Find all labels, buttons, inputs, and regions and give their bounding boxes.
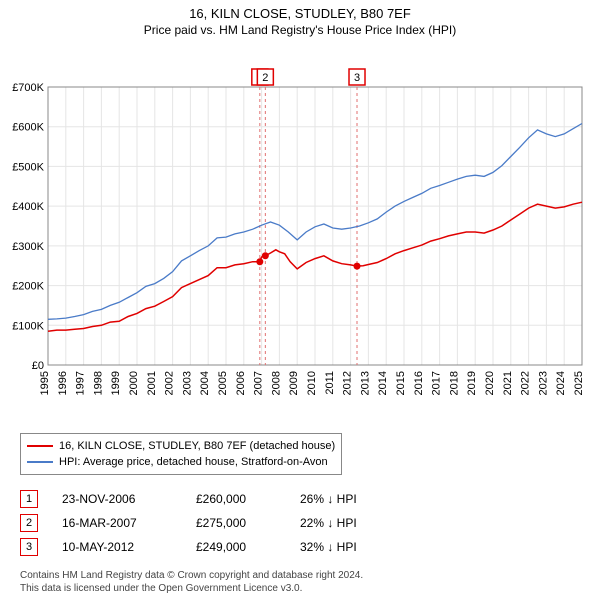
legend-row: HPI: Average price, detached house, Stra… (27, 454, 335, 470)
x-tick-label: 2003 (181, 371, 193, 395)
sale-hpi-diff: 26% ↓ HPI (300, 492, 357, 506)
x-tick-label: 2012 (342, 371, 354, 395)
x-tick-label: 2002 (164, 371, 176, 395)
x-tick-label: 2008 (270, 371, 282, 395)
y-tick-label: £0 (32, 360, 44, 372)
x-tick-label: 2010 (306, 371, 318, 395)
x-tick-label: 2014 (377, 371, 389, 395)
x-tick-label: 2009 (288, 371, 300, 395)
legend-box: 16, KILN CLOSE, STUDLEY, B80 7EF (detach… (20, 433, 342, 475)
attribution-footer: Contains HM Land Registry data © Crown c… (0, 561, 600, 605)
sale-date: 10-MAY-2012 (62, 540, 172, 554)
sale-marker-point (354, 263, 361, 270)
legend-label: HPI: Average price, detached house, Stra… (59, 454, 328, 470)
x-tick-label: 2020 (484, 371, 496, 395)
x-tick-label: 2011 (324, 371, 336, 395)
y-tick-label: £100K (12, 320, 44, 332)
x-tick-label: 2007 (253, 371, 265, 395)
x-tick-label: 2024 (555, 371, 567, 395)
footer-line: Contains HM Land Registry data © Crown c… (20, 569, 580, 582)
sale-date: 23-NOV-2006 (62, 492, 172, 506)
footer-line: This data is licensed under the Open Gov… (20, 582, 580, 595)
legend-row: 16, KILN CLOSE, STUDLEY, B80 7EF (detach… (27, 438, 335, 454)
x-tick-label: 2015 (395, 371, 407, 395)
x-tick-label: 2025 (573, 371, 585, 395)
sale-row: 3 10-MAY-2012 £249,000 32% ↓ HPI (20, 535, 580, 559)
sale-marker-point (262, 252, 269, 259)
y-tick-label: £700K (12, 82, 44, 94)
chart-subtitle: Price paid vs. HM Land Registry's House … (0, 23, 600, 37)
sale-date: 16-MAR-2007 (62, 516, 172, 530)
sale-row-marker: 3 (20, 538, 38, 556)
legend: 16, KILN CLOSE, STUDLEY, B80 7EF (detach… (0, 429, 600, 481)
sale-marker-point (256, 258, 263, 265)
x-tick-label: 2021 (502, 371, 514, 395)
x-tick-label: 2005 (217, 371, 229, 395)
x-tick-label: 1999 (110, 371, 122, 395)
sales-table: 1 23-NOV-2006 £260,000 26% ↓ HPI 2 16-MAR-200… (0, 481, 600, 561)
sale-row-marker: 1 (20, 490, 38, 508)
x-tick-label: 1997 (75, 371, 87, 395)
legend-swatch (27, 461, 53, 463)
x-tick-label: 2013 (359, 371, 371, 395)
legend-swatch (27, 445, 53, 447)
y-tick-label: £500K (12, 161, 44, 173)
sale-marker-number: 3 (354, 72, 360, 84)
chart-svg: £0 £100K £200K £300K £400K £500K £600K £700K 199… (0, 39, 600, 429)
sale-price: £260,000 (196, 492, 276, 506)
x-tick-label: 2006 (235, 371, 247, 395)
legend-label: 16, KILN CLOSE, STUDLEY, B80 7EF (detach… (59, 438, 335, 454)
x-tick-label: 2004 (199, 371, 211, 395)
chart-area: £0 £100K £200K £300K £400K £500K £600K £700K 199… (0, 39, 600, 429)
page: 16, KILN CLOSE, STUDLEY, B80 7EF Price p… (0, 0, 600, 605)
x-tick-label: 1998 (92, 371, 104, 395)
y-tick-label: £400K (12, 201, 44, 213)
sale-price: £275,000 (196, 516, 276, 530)
chart-title: 16, KILN CLOSE, STUDLEY, B80 7EF (0, 6, 600, 21)
y-tick-label: £300K (12, 241, 44, 253)
x-tick-label: 2017 (431, 371, 443, 395)
x-tick-label: 2022 (520, 371, 532, 395)
sale-row: 2 16-MAR-2007 £275,000 22% ↓ HPI (20, 511, 580, 535)
sale-price: £249,000 (196, 540, 276, 554)
y-tick-label: £600K (12, 122, 44, 134)
x-tick-label: 2019 (466, 371, 478, 395)
sale-row-marker: 2 (20, 514, 38, 532)
sale-hpi-diff: 32% ↓ HPI (300, 540, 357, 554)
sale-hpi-diff: 22% ↓ HPI (300, 516, 357, 530)
x-tick-label: 2001 (146, 371, 158, 395)
sale-row: 1 23-NOV-2006 £260,000 26% ↓ HPI (20, 487, 580, 511)
x-tick-label: 2018 (448, 371, 460, 395)
y-tick-label: £200K (12, 281, 44, 293)
sale-marker-number: 2 (262, 72, 268, 84)
x-tick-label: 2023 (537, 371, 549, 395)
x-tick-label: 1995 (39, 371, 51, 395)
x-tick-label: 2016 (413, 371, 425, 395)
x-tick-label: 1996 (57, 371, 69, 395)
title-block: 16, KILN CLOSE, STUDLEY, B80 7EF Price p… (0, 0, 600, 39)
x-tick-label: 2000 (128, 371, 140, 395)
